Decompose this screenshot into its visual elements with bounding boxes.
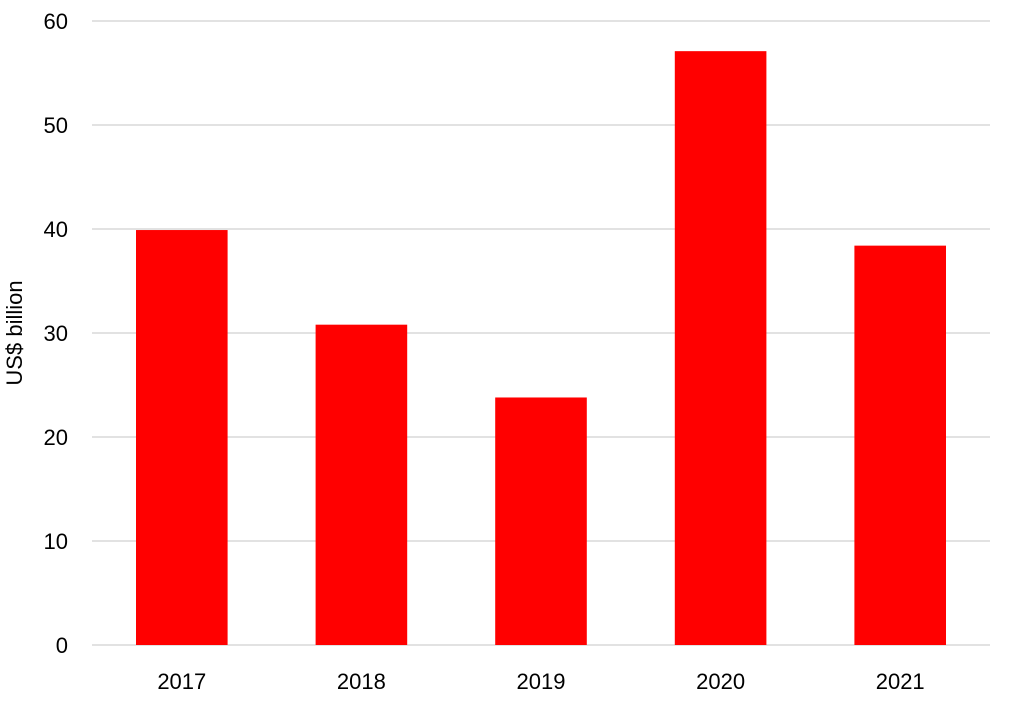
y-tick-label: 0 (56, 633, 68, 658)
x-tick-label: 2019 (517, 669, 566, 694)
y-tick-label: 20 (44, 425, 68, 450)
x-tick-label: 2017 (157, 669, 206, 694)
bar-2017 (136, 230, 228, 646)
x-tick-label: 2018 (337, 669, 386, 694)
y-axis-ticks: 0 10 20 30 40 50 60 (44, 9, 68, 658)
y-tick-label: 30 (44, 321, 68, 346)
y-tick-label: 40 (44, 217, 68, 242)
bar-2021 (854, 245, 946, 645)
bars (136, 51, 946, 646)
bar-2019 (495, 397, 587, 645)
x-tick-label: 2020 (696, 669, 745, 694)
y-tick-label: 60 (44, 9, 68, 34)
bar-2020 (674, 51, 767, 646)
x-axis-ticks: 2017 2018 2019 2020 2021 (157, 669, 924, 694)
y-tick-label: 10 (44, 529, 68, 554)
y-tick-label: 50 (44, 113, 68, 138)
x-tick-label: 2021 (876, 669, 925, 694)
bar-2018 (315, 324, 408, 645)
y-axis-title: US$ billion (2, 280, 27, 385)
